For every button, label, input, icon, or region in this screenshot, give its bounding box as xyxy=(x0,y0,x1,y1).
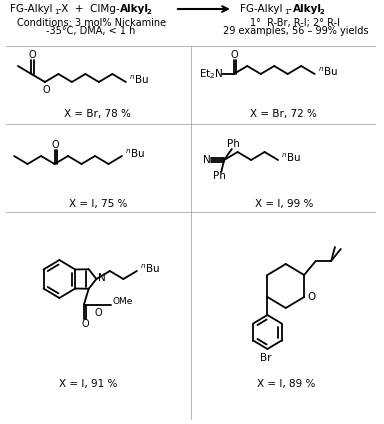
Text: $^n$Bu: $^n$Bu xyxy=(129,74,149,86)
Text: Alkyl: Alkyl xyxy=(120,4,149,14)
Text: X = I, 75 %: X = I, 75 % xyxy=(69,199,127,209)
Text: O: O xyxy=(94,308,102,318)
Text: O: O xyxy=(52,140,59,150)
Text: 1°  R-Br, R-I; 2° R-I: 1° R-Br, R-I; 2° R-I xyxy=(250,18,340,28)
Text: O: O xyxy=(81,319,89,329)
Text: O: O xyxy=(28,50,36,60)
Text: -35°C, DMA, < 1 h: -35°C, DMA, < 1 h xyxy=(46,26,136,36)
Text: FG-Alkyl: FG-Alkyl xyxy=(240,4,282,14)
Text: $^n$Bu: $^n$Bu xyxy=(318,66,337,78)
Text: 2: 2 xyxy=(319,9,324,15)
Text: 29 examples, 56 – 99% yields: 29 examples, 56 – 99% yields xyxy=(223,26,368,36)
Text: $^n$Bu: $^n$Bu xyxy=(140,263,159,275)
Text: Br: Br xyxy=(260,353,271,363)
Text: Ph: Ph xyxy=(213,171,226,181)
Text: O: O xyxy=(231,50,238,60)
Text: $^n$Bu: $^n$Bu xyxy=(281,152,301,164)
Text: X = I, 89 %: X = I, 89 % xyxy=(257,379,315,389)
Text: X = I, 91 %: X = I, 91 % xyxy=(59,379,118,389)
Text: N: N xyxy=(203,155,211,165)
Text: -: - xyxy=(288,4,291,14)
Text: -X  +  ClMg-: -X + ClMg- xyxy=(58,4,120,14)
Text: X = Br, 72 %: X = Br, 72 % xyxy=(250,109,317,119)
Text: Et$_2$N: Et$_2$N xyxy=(199,67,223,81)
Text: Alkyl: Alkyl xyxy=(293,4,321,14)
Text: $^n$Bu: $^n$Bu xyxy=(125,148,145,160)
Text: O: O xyxy=(42,85,50,95)
Text: FG-Alkyl: FG-Alkyl xyxy=(10,4,53,14)
Text: 1: 1 xyxy=(55,9,59,15)
Text: 2: 2 xyxy=(146,9,151,15)
Text: Ph: Ph xyxy=(227,139,240,149)
Text: X = Br, 78 %: X = Br, 78 % xyxy=(65,109,131,119)
Text: Conditions: 3 mol% Nickamine: Conditions: 3 mol% Nickamine xyxy=(17,18,166,28)
Text: X = I, 99 %: X = I, 99 % xyxy=(255,199,313,209)
Text: N: N xyxy=(98,273,106,283)
Text: OMe: OMe xyxy=(113,297,133,306)
Text: 1: 1 xyxy=(284,9,288,15)
Text: O: O xyxy=(307,292,315,302)
